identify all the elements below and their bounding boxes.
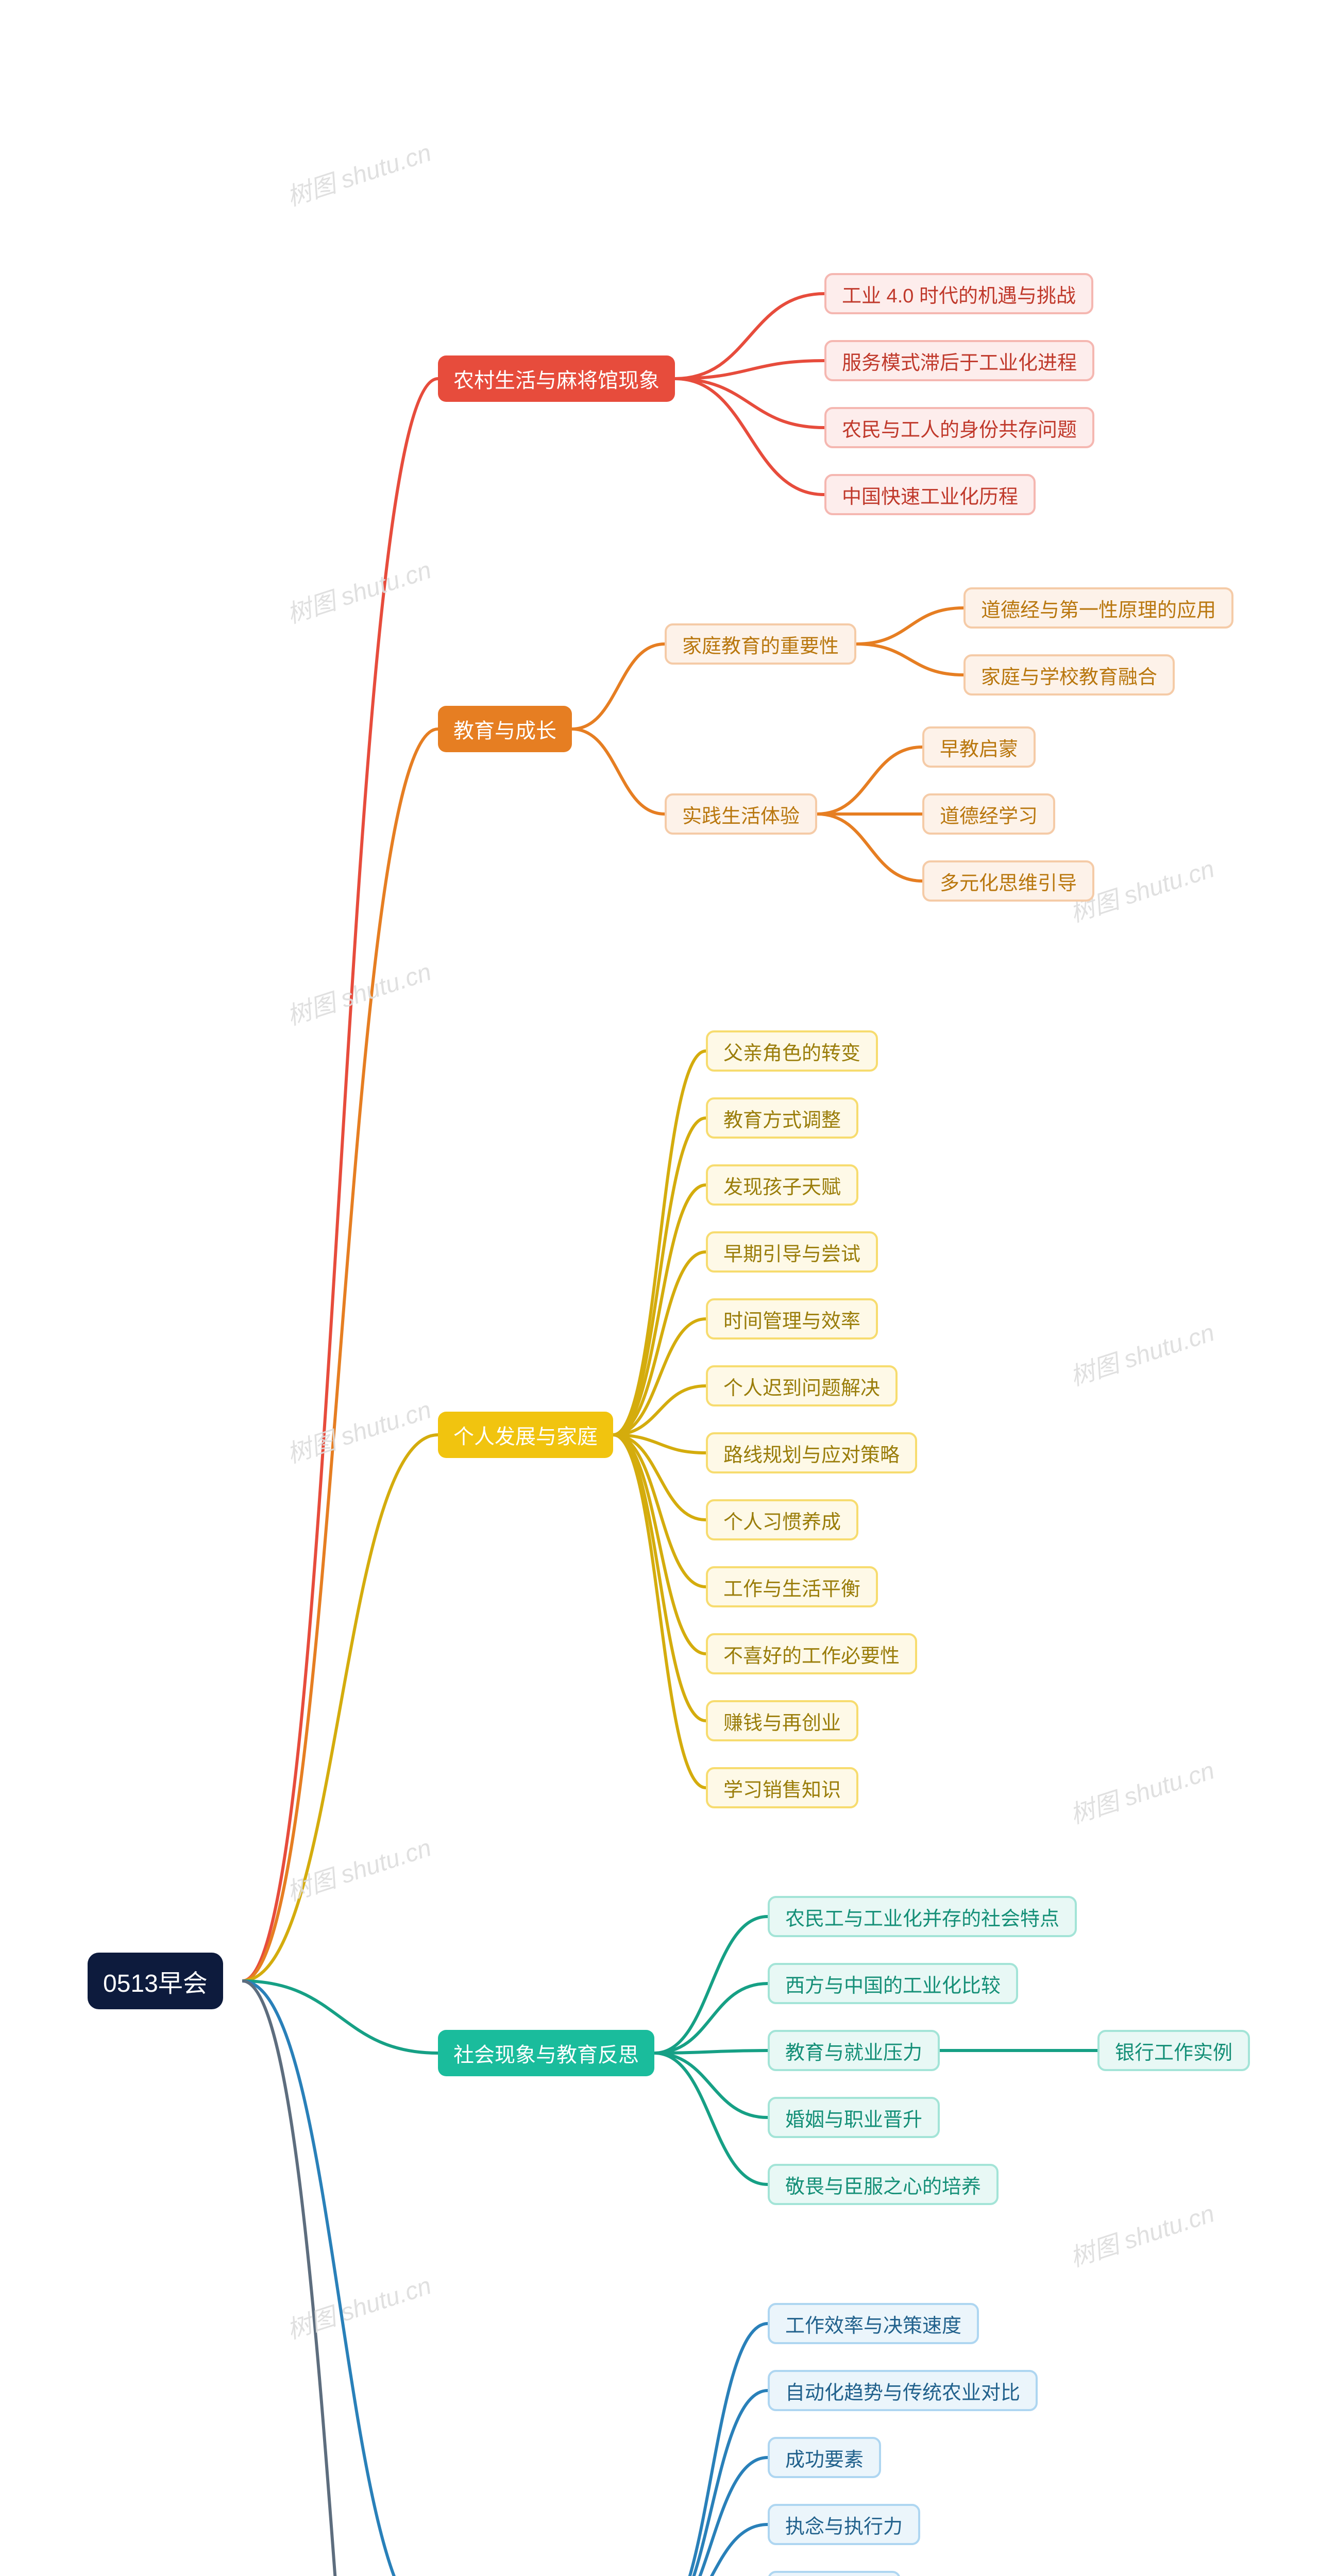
node-b3-c5[interactable]: 个人迟到问题解决 [706, 1365, 898, 1406]
mindmap-container: 0513早会树图 shutu.cn树图 shutu.cn树图 shutu.cn树… [88, 21, 1319, 2576]
b1-node[interactable]: 农村生活与麻将馆现象 [438, 355, 675, 402]
node-b4-c0[interactable]: 农民工与工业化并存的社会特点 [768, 1896, 1077, 1937]
node-b3-c3[interactable]: 早期引导与尝试 [706, 1231, 878, 1273]
node-b4-c2[interactable]: 教育与就业压力 [768, 2030, 940, 2071]
node-b3-c7[interactable]: 个人习惯养成 [706, 1499, 858, 1540]
node-b1-c2[interactable]: 农民与工人的身份共存问题 [824, 407, 1094, 448]
node-b3-c10[interactable]: 赚钱与再创业 [706, 1700, 858, 1741]
node-b5-c2[interactable]: 成功要素 [768, 2437, 881, 2478]
watermark: 树图 shutu.cn [1064, 1312, 1218, 1393]
node-b4-c4[interactable]: 敬畏与臣服之心的培养 [768, 2164, 999, 2205]
node-b3-c0[interactable]: 父亲角色的转变 [706, 1030, 878, 1072]
watermark: 树图 shutu.cn [281, 1827, 435, 1908]
node-b2-c0[interactable]: 家庭教育的重要性 [665, 623, 856, 665]
node-b2-c0-g0[interactable]: 道德经与第一性原理的应用 [963, 587, 1233, 629]
node-b2-c0-g1[interactable]: 家庭与学校教育融合 [963, 654, 1175, 696]
watermark: 树图 shutu.cn [281, 1389, 435, 1470]
watermark: 树图 shutu.cn [281, 132, 435, 213]
node-b5-c1[interactable]: 自动化趋势与传统农业对比 [768, 2370, 1038, 2411]
node-b3-c8[interactable]: 工作与生活平衡 [706, 1566, 878, 1607]
b3-node[interactable]: 个人发展与家庭 [438, 1412, 613, 1458]
node-b1-c1[interactable]: 服务模式滞后于工业化进程 [824, 340, 1094, 381]
node-b3-c11[interactable]: 学习销售知识 [706, 1767, 858, 1808]
watermark: 树图 shutu.cn [281, 952, 435, 1032]
node-b1-c3[interactable]: 中国快速工业化历程 [824, 474, 1036, 515]
watermark: 树图 shutu.cn [281, 2265, 435, 2346]
watermark: 树图 shutu.cn [1064, 2193, 1218, 2274]
b4-node[interactable]: 社会现象与教育反思 [438, 2030, 654, 2076]
node-b3-c1[interactable]: 教育方式调整 [706, 1097, 858, 1139]
root-node[interactable]: 0513早会 [88, 1953, 223, 2009]
watermark: 树图 shutu.cn [281, 550, 435, 630]
node-b4-c2-g0[interactable]: 银行工作实例 [1097, 2030, 1250, 2071]
node-b4-c3[interactable]: 婚姻与职业晋升 [768, 2097, 940, 2138]
node-b3-c6[interactable]: 路线规划与应对策略 [706, 1432, 917, 1473]
node-b5-c3[interactable]: 执念与执行力 [768, 2504, 920, 2545]
node-b2-c1-g2[interactable]: 多元化思维引导 [922, 860, 1094, 902]
node-b5-c4[interactable]: 直觉与经验 [768, 2571, 901, 2576]
node-b3-c9[interactable]: 不喜好的工作必要性 [706, 1633, 917, 1674]
node-b3-c4[interactable]: 时间管理与效率 [706, 1298, 878, 1340]
b2-node[interactable]: 教育与成长 [438, 706, 572, 752]
node-b2-c1-g0[interactable]: 早教启蒙 [922, 726, 1036, 768]
node-b4-c1[interactable]: 西方与中国的工业化比较 [768, 1963, 1018, 2004]
node-b1-c0[interactable]: 工业 4.0 时代的机遇与挑战 [824, 273, 1093, 314]
watermark: 树图 shutu.cn [1064, 1750, 1218, 1831]
node-b3-c2[interactable]: 发现孩子天赋 [706, 1164, 858, 1206]
node-b5-c0[interactable]: 工作效率与决策速度 [768, 2303, 979, 2344]
node-b2-c1[interactable]: 实践生活体验 [665, 793, 817, 835]
node-b2-c1-g1[interactable]: 道德经学习 [922, 793, 1055, 835]
